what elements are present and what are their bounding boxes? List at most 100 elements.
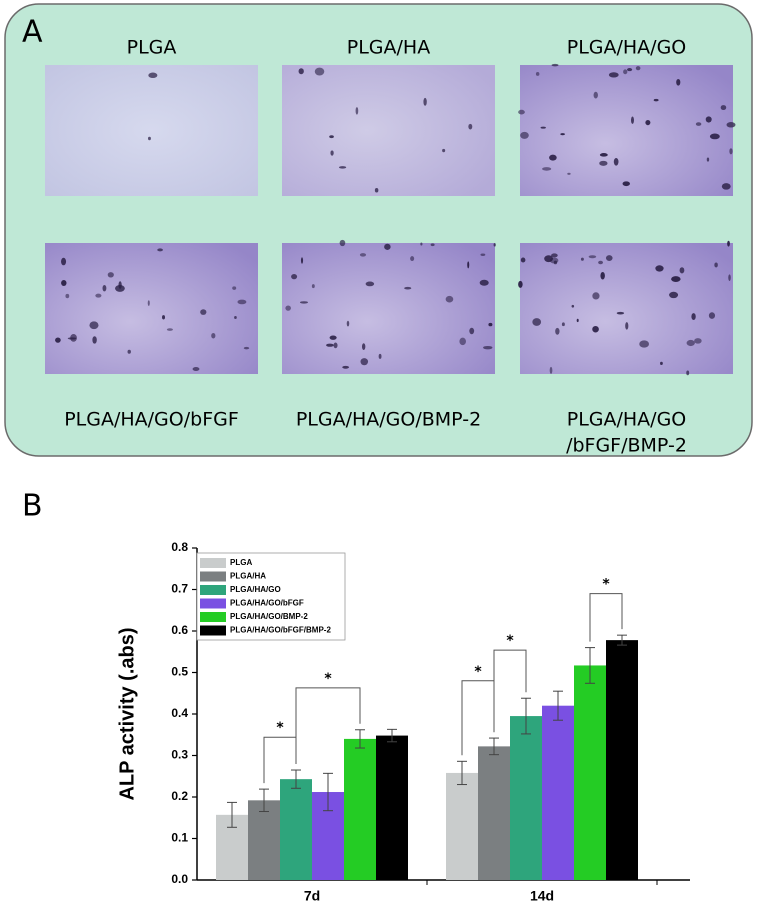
stain-spot [686,370,690,376]
legend-label: PLGA/HA/GO/bFGF/BMP-2 [230,626,331,635]
micrograph-label: PLGA [127,37,177,59]
micrograph-label: PLGA/HA/GO [567,409,687,431]
stain-spot [404,286,412,290]
stain-spot [330,150,334,156]
stain-spot [720,105,727,111]
stain-spot [147,136,151,141]
micrograph [520,65,733,196]
stain-spot [551,253,558,258]
stain-spot [314,67,325,76]
stain-spot [655,265,664,272]
stain-spot [671,276,681,283]
stain-spot [694,338,702,344]
stain-spot [518,280,523,288]
stain-spot [669,291,679,299]
stain-spot [561,322,565,327]
stain-spot [237,299,247,305]
stain-spot [695,122,702,126]
stain-spot [608,72,619,78]
legend-swatch [200,558,226,568]
stain-spot [571,304,575,308]
stain-spot [627,68,633,72]
stain-spot [162,315,166,320]
stain-spot [89,321,99,330]
stain-spot [613,157,619,166]
micrograph-label: PLGA/HA/GO/BMP-2 [296,409,481,431]
stain-spot [532,318,542,326]
stain-spot [567,172,571,175]
legend-swatch [200,585,226,595]
stain-spot [148,72,158,79]
stain-spot [423,97,427,106]
chart: 0.0 0.1 0.2 0.3 0.4 0.5 0.6 0.7 0.8 ALP activity … [116,540,690,904]
stain-spot [342,365,350,369]
stain-spot [467,261,470,269]
significance-bracket [263,736,297,784]
stain-spot [459,337,466,346]
stain-spot [326,343,334,347]
stain-spot [542,167,552,171]
stain-spot [469,327,475,335]
micrograph-label: PLGA/HA [347,37,430,59]
y-tick-label: 0.8 [171,540,188,554]
stain-spot [726,122,736,128]
significance-mark: * [276,720,284,736]
stain-spot [234,315,237,319]
legend-swatch [200,625,226,636]
stain-spot [445,295,454,303]
significance-bracket [589,593,623,642]
stain-spot [55,337,61,343]
stain-spot [708,312,716,319]
micrograph-label: PLGA/HA/GO [567,37,687,59]
stain-spot [346,320,350,327]
stain-spot [705,116,712,123]
y-axis-label: ALP activity (.abs) [116,627,138,800]
stain-spot [365,281,375,287]
stain-spot [157,248,163,252]
stain-spot [374,187,379,193]
stain-spot [622,181,630,187]
micrograph [282,65,495,196]
stain-spot [653,98,659,102]
stain-spot [200,309,207,315]
legend-swatch [200,612,226,622]
stain-spot [192,366,200,371]
stain-spot [520,257,526,263]
stain-spot [635,66,641,71]
bar [574,665,606,880]
stain-spot [623,69,628,75]
stain-spot [598,260,604,265]
stain-spot [65,293,70,299]
stain-spot [61,257,67,266]
stain-spot [599,153,608,157]
stain-spot [728,274,731,282]
legend-swatch [200,571,226,582]
stain-spot [329,335,337,340]
bar [606,640,638,880]
stain-spot [468,123,473,130]
legend-label: PLGA/HA/GO/bFGF [230,599,304,608]
stain-spot [645,119,651,126]
stain-spot [243,346,250,350]
stain-spot [102,285,107,292]
panel-a-label: A [22,15,43,50]
stain-spot [338,166,347,169]
stain-spot [593,91,598,99]
stain-spot [549,257,559,264]
x-tick-label: 7d [304,888,320,904]
stain-spot [311,284,315,289]
micrograph [45,65,258,196]
stain-spot [298,68,304,75]
stain-spot [686,339,695,347]
stain-spot [729,148,733,155]
stain-spot [709,133,720,140]
stain-spot [605,255,613,261]
stain-spot [291,274,298,280]
stain-spot [549,154,557,161]
bar [344,738,376,880]
significance-mark: * [602,577,610,593]
legend-label: PLGA/HA/GO/BMP-2 [230,612,308,621]
bar [248,800,280,880]
stain-spot [599,160,608,166]
stain-spot [442,148,446,153]
